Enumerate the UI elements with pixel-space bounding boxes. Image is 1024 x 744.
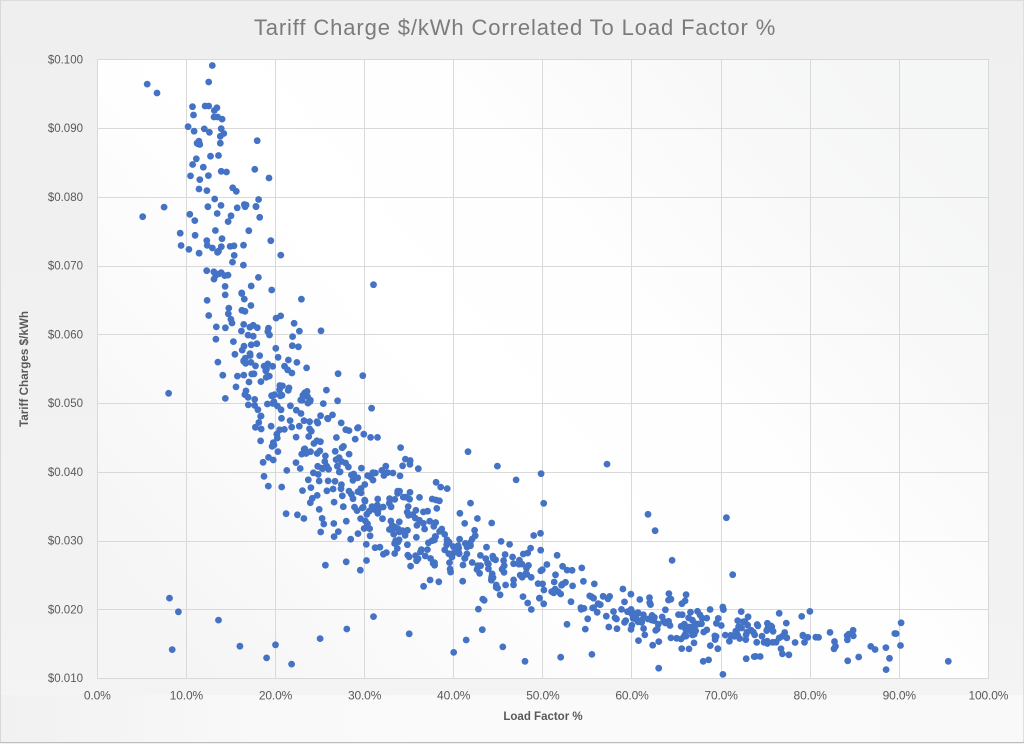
svg-text:Load Factor %: Load Factor %	[503, 711, 582, 723]
svg-text:Tariff Charge $/kWh Correlated: Tariff Charge $/kWh Correlated To Load F…	[254, 15, 776, 40]
svg-text:$0.010: $0.010	[48, 673, 83, 685]
svg-text:90.0%: 90.0%	[883, 689, 917, 703]
svg-text:40.0%: 40.0%	[437, 689, 471, 703]
svg-text:30.0%: 30.0%	[348, 689, 382, 703]
svg-text:$0.070: $0.070	[48, 261, 83, 273]
svg-text:20.0%: 20.0%	[259, 689, 293, 703]
svg-text:60.0%: 60.0%	[615, 689, 649, 703]
svg-text:0.0%: 0.0%	[84, 689, 111, 703]
svg-text:$0.050: $0.050	[48, 398, 83, 410]
svg-text:$0.020: $0.020	[48, 604, 83, 616]
svg-text:50.0%: 50.0%	[526, 689, 560, 703]
svg-text:$0.030: $0.030	[48, 536, 83, 548]
svg-text:100.0%: 100.0%	[968, 689, 1008, 703]
svg-text:$0.040: $0.040	[48, 467, 83, 479]
svg-text:Tariff Charges $/kWh: Tariff Charges $/kWh	[18, 311, 31, 427]
svg-text:$0.090: $0.090	[48, 123, 83, 135]
svg-text:$0.100: $0.100	[48, 55, 83, 67]
svg-text:80.0%: 80.0%	[794, 689, 828, 703]
svg-text:$0.080: $0.080	[48, 192, 83, 204]
svg-text:70.0%: 70.0%	[704, 689, 738, 703]
svg-text:$0.060: $0.060	[48, 329, 83, 341]
svg-text:10.0%: 10.0%	[170, 689, 204, 703]
